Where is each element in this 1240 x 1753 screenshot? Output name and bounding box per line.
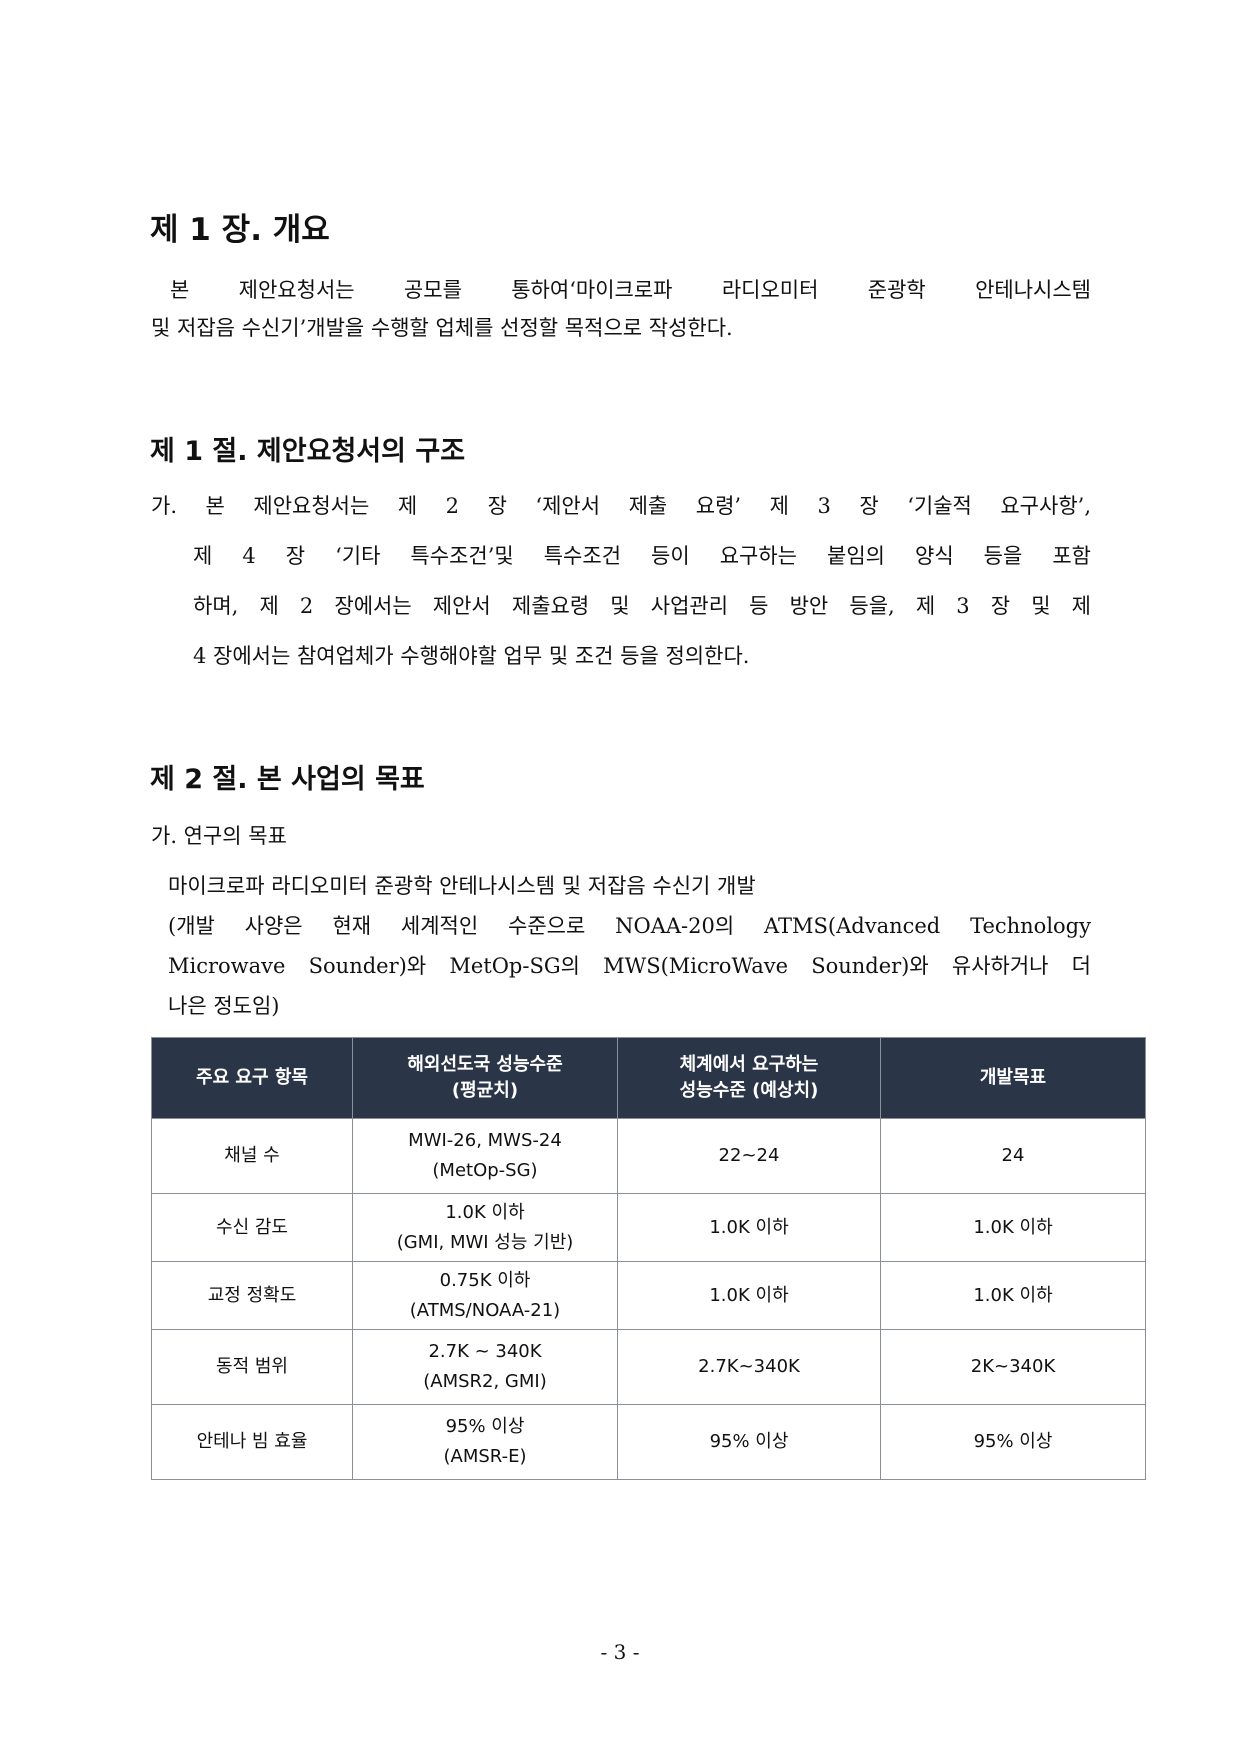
cell-text: 1.0K 이하 [973, 1284, 1053, 1306]
cell-text: 24 [1001, 1145, 1025, 1166]
table-cell: 95% 이상 [880, 1404, 1146, 1480]
page-number: - 3 - [600, 1640, 640, 1664]
cell-text: 1.0K 이하 [445, 1201, 525, 1223]
cell-text: 22~24 [718, 1145, 780, 1166]
table-cell: 2K~340K [880, 1329, 1146, 1405]
table-cell: 수신 감도 [151, 1193, 353, 1262]
header-foreign-level: 해외선도국 성능수준 (평균치) [352, 1037, 618, 1119]
table-row: 안테나 빔 효율 95% 이상 (AMSR-E) 95% 이상 95% 이상 [151, 1404, 1146, 1480]
goal-line-2: (개발 사양은 현재 세계적인 수준으로 NOAA-20의 ATMS(Advan… [168, 914, 1091, 938]
section1-line-3: 하며, 제 2 장에서는 제안서 제출요령 및 사업관리 등 방안 등을, 제 … [193, 594, 1091, 618]
table-cell: 안테나 빔 효율 [151, 1404, 353, 1480]
section2-title: 제 2 절. 본 사업의 목표 [150, 764, 425, 795]
cell-text: 95% 이상 [709, 1431, 789, 1452]
goal-line-1: 마이크로파 라디오미터 준광학 안테나시스템 및 저잡음 수신기 개발 [168, 874, 756, 898]
header-text: 주요 요구 항목 [196, 1067, 308, 1088]
table-cell: 95% 이상 (AMSR-E) [352, 1404, 618, 1480]
header-dev-goal: 개발목표 [880, 1037, 1146, 1119]
table-cell: MWI-26, MWS-24 (MetOp-SG) [352, 1118, 618, 1194]
cell-text: 채널 수 [224, 1145, 280, 1166]
section1-line-2: 제 4 장 ‘기타 특수조건’및 특수조건 등이 요구하는 붙임의 양식 등을 … [193, 544, 1091, 568]
intro-line-2: 및 저잡음 수신기’개발을 수행할 업체를 선정할 목적으로 작성한다. [151, 316, 733, 340]
header-text: 해외선도국 성능수준 [407, 1054, 563, 1075]
cell-text: 2.7K ~ 340K [428, 1341, 542, 1362]
table-cell: 1.0K 이하 [617, 1261, 881, 1330]
table-cell: 2.7K ~ 340K (AMSR2, GMI) [352, 1329, 618, 1405]
cell-text: 1.0K 이하 [973, 1216, 1053, 1238]
intro-line-1: 본 제안요청서는 공모를 통하여‘마이크로파 라디오미터 준광학 안테나시스템 [170, 278, 1091, 302]
section1-line-4: 4 장에서는 참여업체가 수행해야할 업무 및 조건 등을 정의한다. [193, 644, 750, 668]
cell-text: 95% 이상 [973, 1431, 1053, 1452]
header-text: 성능수준 (예상치) [679, 1080, 819, 1101]
table-cell: 동적 범위 [151, 1329, 353, 1405]
section2-subheading: 가. 연구의 목표 [151, 824, 287, 848]
cell-text: 수신 감도 [216, 1216, 288, 1238]
header-item: 주요 요구 항목 [151, 1037, 353, 1119]
goal-line-3: Microwave Sounder)와 MetOp-SG의 MWS(MicroW… [168, 954, 1091, 978]
table-cell: 1.0K 이하 [880, 1193, 1146, 1262]
goal-line-4: 나은 정도임) [168, 994, 280, 1018]
table-row: 수신 감도 1.0K 이하 (GMI, MWI 성능 기반) 1.0K 이하 1.0K … [151, 1193, 1146, 1262]
cell-text: MWI-26, MWS-24 [408, 1130, 562, 1151]
header-text: 개발목표 [979, 1067, 1047, 1088]
cell-text: 95% 이상 [445, 1416, 525, 1437]
table-cell: 1.0K 이하 [617, 1193, 881, 1262]
table-cell: 교정 정확도 [151, 1261, 353, 1330]
table-row: 교정 정확도 0.75K 이하 (ATMS/NOAA-21) 1.0K 이하 1.0K … [151, 1261, 1146, 1330]
header-text: 체계에서 요구하는 [679, 1054, 819, 1075]
table-cell: 채널 수 [151, 1118, 353, 1194]
cell-text: 안테나 빔 효율 [196, 1431, 308, 1452]
cell-text: 1.0K 이하 [709, 1216, 789, 1238]
cell-text: 동적 범위 [216, 1356, 288, 1377]
cell-text: (ATMS/NOAA-21) [409, 1299, 561, 1321]
table-cell: 0.75K 이하 (ATMS/NOAA-21) [352, 1261, 618, 1330]
cell-text: (MetOp-SG) [432, 1160, 538, 1181]
cell-text: 2K~340K [970, 1356, 1056, 1377]
chapter-title: 제 1 장. 개요 [150, 212, 330, 248]
table-cell: 24 [880, 1118, 1146, 1194]
header-text: (평균치) [451, 1080, 519, 1101]
table-cell: 22~24 [617, 1118, 881, 1194]
cell-text: (AMSR2, GMI) [423, 1371, 547, 1392]
cell-text: (AMSR-E) [443, 1446, 527, 1467]
cell-text: 0.75K 이하 [439, 1269, 531, 1291]
cell-text: 2.7K~340K [698, 1356, 800, 1377]
table-cell: 1.0K 이하 [880, 1261, 1146, 1330]
table-cell: 1.0K 이하 (GMI, MWI 성능 기반) [352, 1193, 618, 1262]
table-cell: 2.7K~340K [617, 1329, 881, 1405]
cell-text: (GMI, MWI 성능 기반) [396, 1231, 574, 1253]
section1-title: 제 1 절. 제안요청서의 구조 [150, 436, 466, 467]
table-row: 동적 범위 2.7K ~ 340K (AMSR2, GMI) 2.7K~340K 2K~… [151, 1329, 1146, 1405]
table-cell: 95% 이상 [617, 1404, 881, 1480]
section1-line-1: 가. 본 제안요청서는 제 2 장 ‘제안서 제출 요령’ 제 3 장 ‘기술적… [151, 494, 1091, 518]
table-row: 채널 수 MWI-26, MWS-24 (MetOp-SG) 22~24 24 [151, 1118, 1146, 1194]
cell-text: 1.0K 이하 [709, 1284, 789, 1306]
cell-text: 교정 정확도 [207, 1284, 297, 1306]
